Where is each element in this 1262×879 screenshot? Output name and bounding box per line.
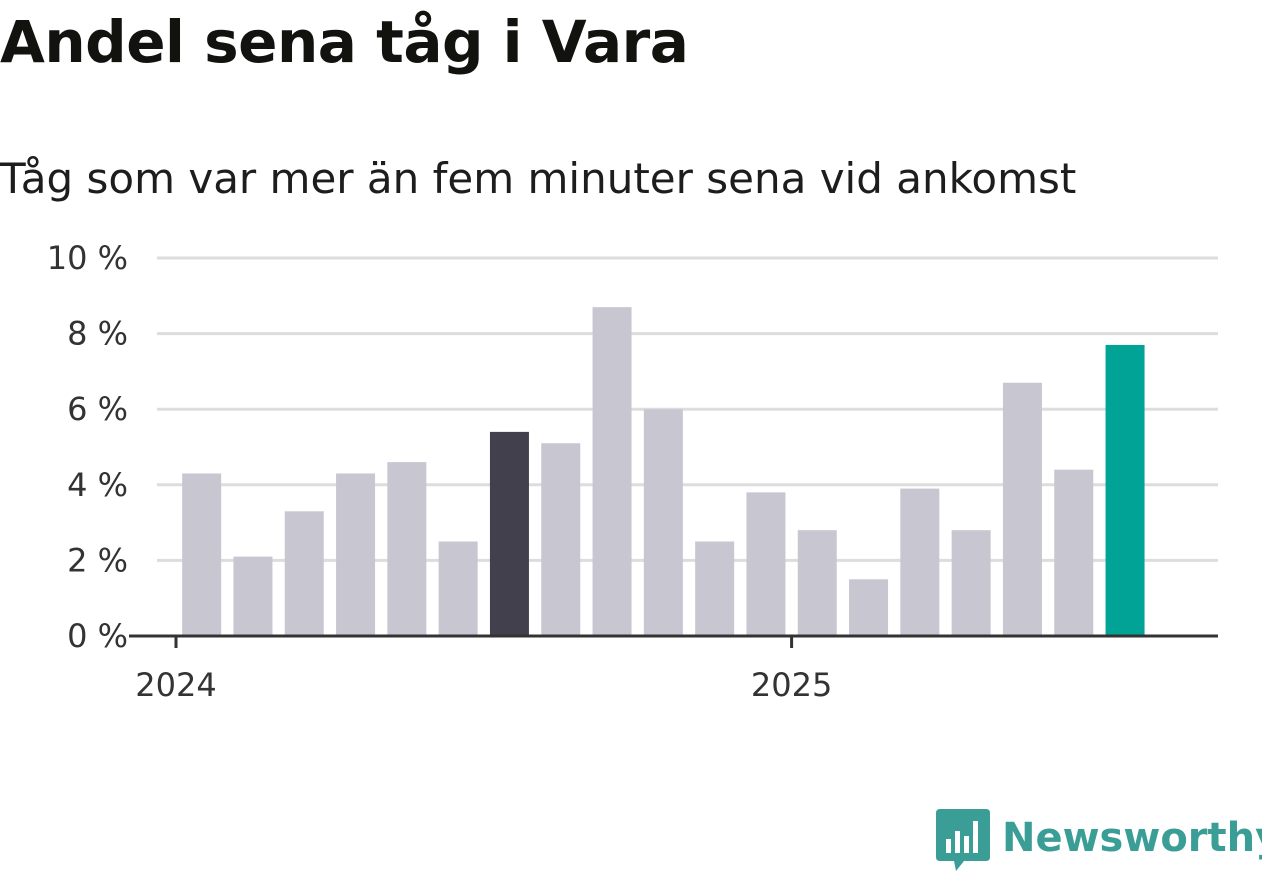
bar — [541, 443, 581, 636]
logo-text: Newsworthy — [1002, 815, 1262, 861]
bar — [489, 431, 529, 636]
bar — [438, 541, 478, 636]
y-tick-label: 2 % — [67, 541, 128, 579]
bar — [643, 409, 683, 636]
bar — [951, 530, 991, 636]
y-tick-label: 4 % — [67, 466, 128, 504]
y-tick-label: 6 % — [67, 390, 128, 428]
x-axis — [129, 634, 1218, 648]
bar — [746, 492, 786, 636]
chart-subtitle: Tåg som var mer än fem minuter sena vid … — [0, 154, 1077, 203]
y-tick-label: 8 % — [67, 315, 128, 353]
bar — [900, 488, 940, 636]
x-tick-label: 2025 — [751, 666, 832, 704]
bar — [695, 541, 735, 636]
bar — [1105, 344, 1145, 636]
bar — [1054, 469, 1094, 636]
y-tick-label: 10 % — [47, 239, 128, 277]
bar — [387, 462, 427, 636]
y-tick-label: 0 % — [67, 617, 128, 655]
newsworthy-logo: Newsworthy — [936, 809, 1262, 879]
bar — [336, 473, 376, 636]
bars — [182, 307, 1145, 636]
bar — [233, 556, 273, 636]
bar — [849, 579, 889, 636]
bar — [1002, 382, 1042, 636]
tick-labels: 0 % 2 % 4 % 6 % 8 % 10 % 2024 2025 — [47, 239, 833, 704]
bar — [284, 511, 324, 636]
bar — [182, 473, 222, 636]
bar-chart-speech-bubble-icon — [936, 809, 990, 871]
bar — [592, 307, 632, 636]
chart-title: Andel sena tåg i Vara — [0, 8, 689, 76]
x-tick-label: 2024 — [135, 666, 216, 704]
bar — [797, 530, 837, 636]
